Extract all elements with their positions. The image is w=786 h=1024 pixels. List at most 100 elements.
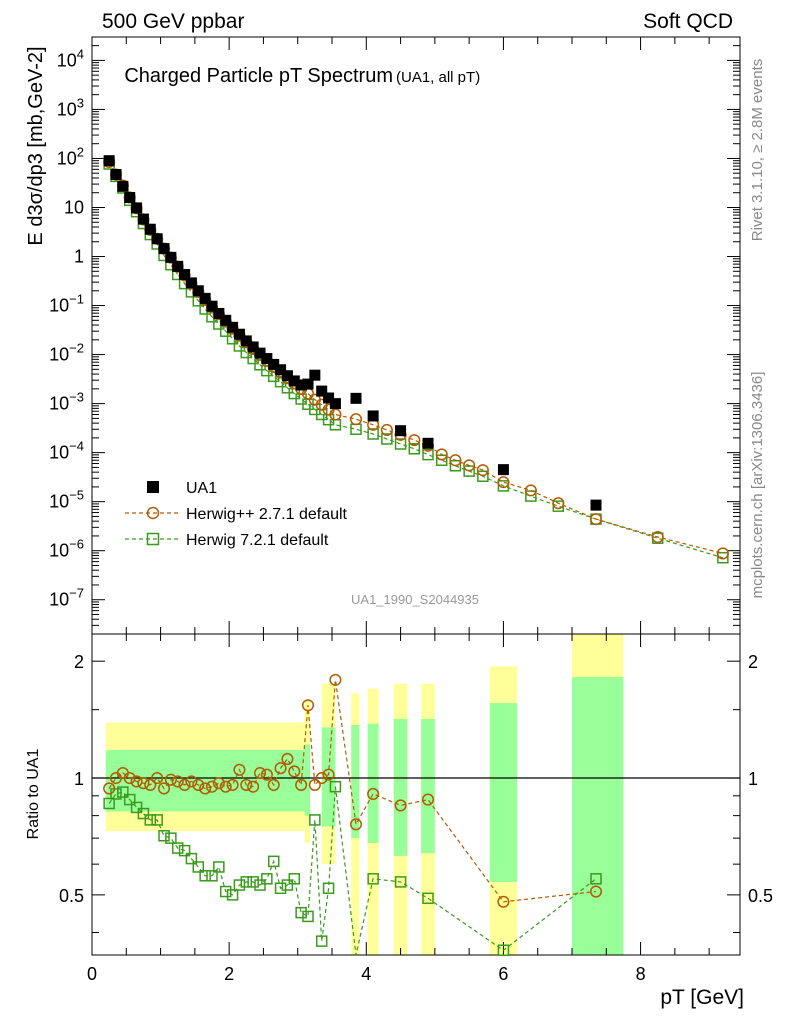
ratio-herwig-2-7-1-default-point: [164, 773, 177, 786]
ratio-plot-series: [103, 673, 603, 957]
mcplots-reference-label: mcplots.cern.ch [arXiv:1306.3436]: [749, 372, 766, 599]
ratio-herwig-7-2-1-default-point: [281, 879, 294, 891]
main-herwig-2-7-1-default-point: [552, 497, 565, 510]
main-ua1-point: [302, 378, 314, 390]
main-herwig-7-2-1-default-point: [717, 551, 729, 564]
ratio-herwig-7-2-1-default-point: [329, 780, 342, 793]
main-ua1-point: [295, 379, 307, 391]
main-y-tick-label: 10−7: [49, 586, 84, 610]
main-herwig-7-2-1-default-point: [394, 438, 407, 450]
main-y-tick-label: 104: [57, 46, 84, 70]
ratio-herwig-7-2-1-default-point: [130, 801, 143, 814]
main-ua1-point: [367, 410, 379, 422]
main-ua1-point: [124, 191, 136, 203]
main-herwig-2-7-1-default-point: [435, 448, 448, 461]
ratio-herwig-2-7-1-default-point: [267, 778, 280, 791]
main-ua1-point: [110, 169, 122, 181]
main-herwig-7-2-1-default-point: [274, 375, 287, 388]
ratio-herwig-7-2-1-default-point: [213, 861, 225, 873]
ratio-herwig-2-7-1-default-point: [123, 771, 136, 785]
main-ua1-point: [172, 260, 184, 272]
ratio-herwig-7-2-1-default-point: [309, 814, 321, 826]
main-herwig-2-7-1-default-point: [408, 434, 421, 447]
main-ua1-point: [165, 251, 177, 263]
ratio-herwig-7-2-1-default-point: [497, 944, 510, 957]
main-y-tick-label: 102: [57, 144, 84, 168]
main-ua1-point: [220, 314, 232, 326]
band-inner-4: [367, 723, 379, 844]
main-y-tick-label: 10−1: [49, 292, 84, 316]
main-y-tick-label: 10: [64, 197, 84, 217]
ratio-herwig-7-2-1-default-point: [295, 906, 307, 919]
x-tick-label: 0: [87, 964, 97, 984]
main-ua1-point: [192, 285, 204, 297]
main-ua1-point: [350, 392, 362, 404]
ratio-herwig-2-7-1-default-point: [497, 895, 510, 908]
main-ua1-point: [199, 292, 211, 304]
main-herwig-7-2-1-default-point: [477, 470, 489, 482]
main-herwig-2-7-1-default-point: [329, 408, 342, 421]
ratio-y-axis-label: Ratio to UA1: [25, 749, 42, 840]
main-herwig-2-7-1-default-point: [651, 530, 664, 544]
ratio-herwig-2-7-1-default-point: [260, 768, 273, 781]
main-ua1-point: [329, 398, 341, 410]
ratio-herwig-7-2-1-default-point: [315, 935, 328, 947]
main-herwig-2-7-1-default-point: [449, 454, 462, 467]
ratio-herwig-7-2-1-default-point: [322, 882, 335, 895]
ratio-herwig-2-7-1-default-point: [247, 780, 260, 793]
x-tick-label: 6: [498, 964, 508, 984]
ratio-uncertainty-bands: [105, 634, 624, 955]
ratio-herwig-2-7-1-default-point: [253, 766, 267, 780]
main-ua1-point: [206, 300, 218, 312]
main-y-axis-label: E d3σ/dp3 [mb,GeV-2]: [25, 46, 47, 245]
ratio-herwig-2-7-1-default-point: [322, 768, 335, 781]
legend-herwigpp-marker: [146, 506, 160, 520]
ratio-herwig-2-7-1-default-point: [240, 778, 253, 791]
main-herwig-2-7-1-default-point: [380, 423, 393, 437]
ratio-herwig-2-7-1-default-point: [394, 799, 407, 812]
ratio-herwig-2-7-1-default-point: [295, 778, 308, 791]
main-y-tick-label: 10−2: [49, 341, 84, 365]
main-ua1-point: [185, 277, 197, 289]
ratio-y-tick-label: 2: [74, 652, 84, 672]
main-y-tick-label: 10−3: [49, 390, 84, 414]
ratio-herwig-2-7-1-default-point: [192, 778, 205, 791]
main-y-tick-label: 103: [57, 95, 84, 119]
ratio-herwig-7-2-1-default-point: [590, 873, 602, 885]
rivet-version-label: Rivet 3.1.10, ≥ 2.8M events: [749, 59, 766, 242]
main-y-tick-label: 10−5: [49, 488, 84, 512]
ratio-herwig-7-2-1-default-point: [117, 786, 129, 798]
header-left-label: 500 GeV ppbar: [102, 10, 244, 33]
main-ua1-point: [316, 385, 328, 397]
x-tick-label: 8: [636, 964, 646, 984]
ratio-herwig-2-7-1-default-point: [315, 771, 328, 785]
legend-herwigpp-label: Herwig++ 2.7.1 default: [186, 506, 348, 523]
ratio-herwig-7-2-1-default-point: [185, 852, 198, 865]
main-herwig-2-7-1-default-point: [476, 464, 489, 477]
main-ua1-point: [261, 353, 273, 365]
main-herwig-7-2-1-default-point: [408, 443, 421, 455]
ratio-herwig-7-2-1-default-point: [422, 892, 434, 905]
main-plot-series: [103, 155, 729, 564]
ratio-herwig-7-2-1-default-point: [267, 855, 280, 868]
main-herwig-2-7-1-default-point: [497, 476, 510, 489]
ratio-herwig-7-2-1-default-point: [144, 814, 157, 826]
ratio-herwig-2-7-1-default-point: [421, 793, 435, 806]
main-ua1-point: [422, 437, 434, 449]
main-ua1-point: [137, 213, 149, 225]
ratio-herwig-7-2-1-default-point: [367, 873, 379, 885]
ratio-y-tick-label: 0.5: [59, 886, 84, 906]
band-inner-1: [304, 744, 311, 816]
main-ua1-point: [144, 223, 156, 235]
ratio-herwig-2-7-1-default-point: [367, 787, 380, 800]
ratio-herwig-2-7-1-default-point: [130, 775, 143, 788]
ratio-herwig-7-2-1-default-point: [247, 876, 259, 888]
main-ua1-point: [309, 369, 321, 381]
ratio-herwig-2-7-1-default-point: [151, 771, 164, 785]
x-tick-label: 2: [224, 964, 234, 984]
main-y-tick-label: 10−4: [49, 439, 84, 463]
main-ua1-point: [240, 335, 252, 347]
main-ua1-point: [213, 307, 225, 319]
main-herwig-7-2-1-default-point: [422, 448, 434, 461]
main-y-tick-label: 1: [74, 247, 84, 267]
